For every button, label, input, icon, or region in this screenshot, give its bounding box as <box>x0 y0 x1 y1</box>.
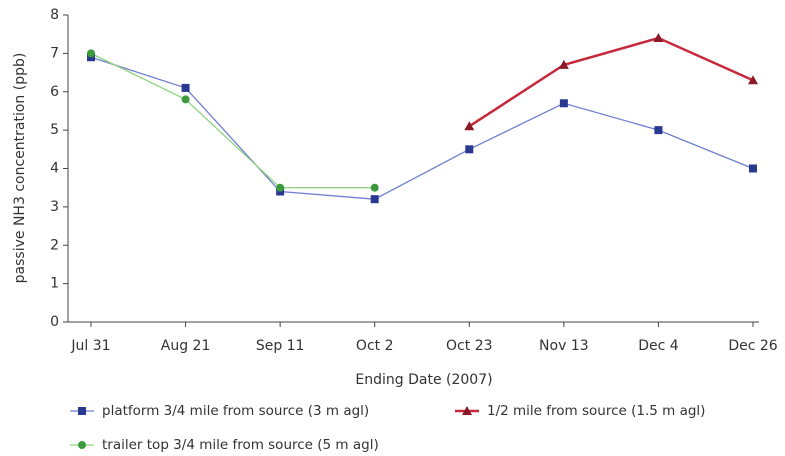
legend-label: platform 3/4 mile from source (3 m agl) <box>102 403 369 419</box>
y-tick-label: 3 <box>50 199 59 215</box>
marker <box>78 441 86 449</box>
marker <box>558 59 569 69</box>
y-axis-label: passive NH3 concentration (ppb) <box>12 53 28 284</box>
x-tick-label: Dec 26 <box>728 338 777 354</box>
y-tick-label: 4 <box>50 161 59 177</box>
x-tick-label: Nov 13 <box>539 338 589 354</box>
marker <box>462 406 472 415</box>
x-tick-label: Oct 23 <box>446 338 492 354</box>
legend-label: trailer top 3/4 mile from source (5 m ag… <box>102 437 379 453</box>
marker <box>654 126 663 135</box>
y-tick-label: 0 <box>50 314 59 330</box>
marker <box>87 49 95 58</box>
marker <box>653 33 664 43</box>
y-tick-label: 5 <box>50 122 59 138</box>
legend-item: 1/2 mile from source (1.5 m agl) <box>455 403 705 419</box>
marker <box>748 75 758 85</box>
series-line <box>90 52 375 189</box>
x-tick-label: Jul 31 <box>70 338 110 354</box>
marker <box>464 121 475 131</box>
marker <box>465 145 474 154</box>
marker <box>749 164 757 173</box>
legend: platform 3/4 mile from source (3 m agl) 1… <box>70 403 705 453</box>
x-tick-label: Oct 2 <box>356 338 394 354</box>
x-tick-label: Sep 11 <box>256 338 305 354</box>
marker <box>78 407 86 415</box>
x-tick-label: Dec 4 <box>638 338 679 354</box>
y-tick-label: 7 <box>50 45 59 61</box>
legend-label: 1/2 mile from source (1.5 m agl) <box>487 403 705 419</box>
series-line <box>90 56 754 200</box>
marker <box>181 95 190 104</box>
marker <box>370 183 379 192</box>
y-tick-label: 2 <box>50 237 59 253</box>
y-tick-label: 6 <box>50 84 59 100</box>
series-line <box>468 36 754 128</box>
marker <box>276 183 285 192</box>
y-tick-label: 8 <box>50 7 59 23</box>
legend-item: platform 3/4 mile from source (3 m agl) <box>70 403 369 419</box>
marker <box>370 195 379 204</box>
marker <box>181 83 190 92</box>
legend-item: trailer top 3/4 mile from source (5 m ag… <box>70 437 379 453</box>
marker <box>559 99 568 108</box>
y-tick-label: 1 <box>50 276 59 292</box>
x-axis-label: Ending Date (2007) <box>355 372 492 388</box>
x-tick-label: Aug 21 <box>161 338 211 354</box>
